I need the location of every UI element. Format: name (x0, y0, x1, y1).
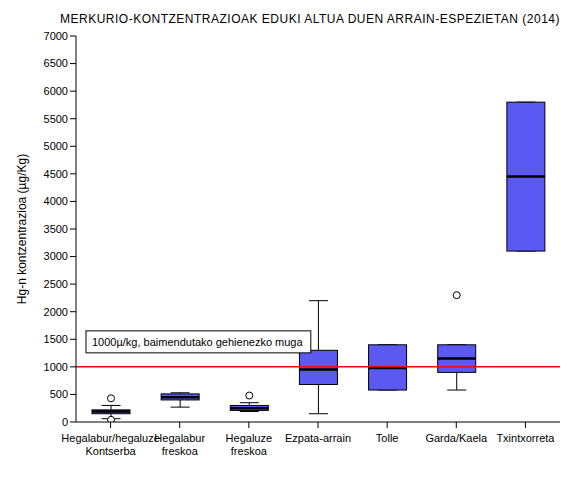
svg-text:5500: 5500 (44, 113, 68, 125)
svg-text:2500: 2500 (44, 278, 68, 290)
svg-text:7000: 7000 (44, 30, 68, 42)
svg-text:3500: 3500 (44, 223, 68, 235)
svg-text:4000: 4000 (44, 195, 68, 207)
html-text:MERKURIO-KONTZENTRAZIOAK EDUKI: MERKURIO-KONTZENTRAZIOAK EDUKI ALTUA DUE… (60, 12, 560, 26)
svg-text:Ezpata-arrain: Ezpata-arrain (285, 432, 351, 444)
svg-text:1500: 1500 (44, 333, 68, 345)
svg-text:4500: 4500 (44, 168, 68, 180)
svg-text:Hg-n kontzentrazioa (µg/Kg): Hg-n kontzentrazioa (µg/Kg) (15, 154, 29, 304)
svg-text:Garda/Kaela: Garda/Kaela (425, 432, 488, 444)
svg-text:0: 0 (62, 416, 68, 428)
svg-text:1000: 1000 (44, 361, 68, 373)
svg-text:2000: 2000 (44, 306, 68, 318)
svg-text:6000: 6000 (44, 85, 68, 97)
svg-text:Txintxorreta: Txintxorreta (496, 432, 555, 444)
svg-text:Hegalabur/hegaluzeKontserba: Hegalabur/hegaluzeKontserba (61, 432, 159, 457)
svg-text:6500: 6500 (44, 57, 68, 69)
svg-text:Tolle: Tolle (376, 432, 399, 444)
svg-text:500: 500 (50, 388, 68, 400)
svg-text:5000: 5000 (44, 140, 68, 152)
svg-text:3000: 3000 (44, 250, 68, 262)
svg-text:1000µ/kg, baimendutako gehiene: 1000µ/kg, baimendutako gehienezko muga (92, 336, 303, 348)
svg-text:Hegalaburfreskoa: Hegalaburfreskoa (154, 432, 205, 457)
svg-text:Hegaluzefreskoa: Hegaluzefreskoa (226, 432, 272, 457)
